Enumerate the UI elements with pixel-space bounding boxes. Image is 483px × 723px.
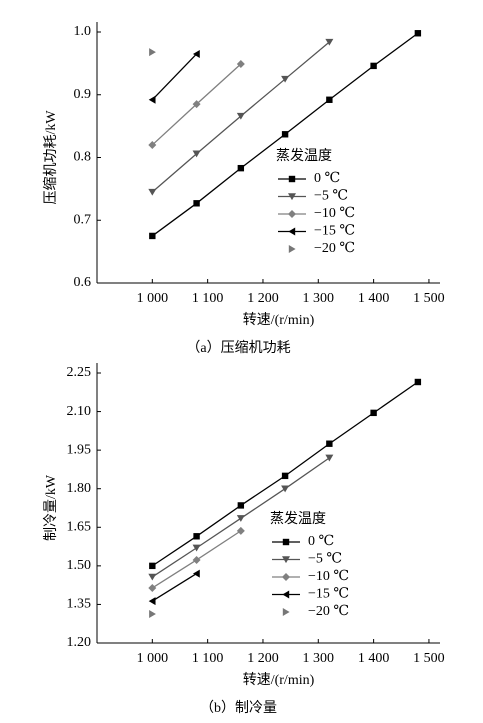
data-point <box>149 609 156 618</box>
legend-marker <box>288 227 296 236</box>
x-tick-label: 1 500 <box>413 651 445 666</box>
legend-label: −20 ℃ <box>308 604 349 619</box>
data-point <box>148 597 156 606</box>
legend-marker <box>282 608 290 616</box>
y-axis-label: 制冷量/kW <box>43 474 59 541</box>
x-tick-label: 1 200 <box>247 651 279 666</box>
data-point <box>192 49 200 58</box>
data-point <box>236 515 245 522</box>
x-axis-label: 转速/(r/min) <box>243 312 315 328</box>
data-point <box>192 544 201 552</box>
caption: （b）制冷量 <box>200 700 277 716</box>
y-tick-label: 1.35 <box>67 597 92 612</box>
y-tick-label: 1.20 <box>67 635 92 650</box>
y-tick-label: 0.7 <box>74 212 92 227</box>
legend-label: −10 ℃ <box>314 206 355 221</box>
legend-label: −15 ℃ <box>314 224 355 239</box>
y-tick-label: 1.65 <box>67 520 92 535</box>
data-point <box>236 526 245 535</box>
data-point <box>236 60 245 69</box>
x-tick-label: 1 300 <box>303 651 335 666</box>
y-tick-label: 0.6 <box>74 275 92 290</box>
data-point <box>237 164 245 172</box>
y-tick-label: 1.80 <box>67 481 92 496</box>
data-point <box>192 150 201 158</box>
data-point <box>325 38 334 46</box>
legend-label: −5 ℃ <box>314 189 348 204</box>
data-point <box>237 502 245 509</box>
data-point <box>370 409 377 417</box>
legend-marker <box>282 590 290 599</box>
data-point <box>149 232 156 240</box>
data-point <box>370 62 377 70</box>
legend-title: 蒸发温度 <box>270 511 326 527</box>
x-tick-label: 1 500 <box>413 291 445 306</box>
legend-label: 0 ℃ <box>308 534 334 549</box>
x-tick-label: 1 400 <box>358 651 390 666</box>
data-point <box>281 75 290 83</box>
data-point <box>148 188 157 196</box>
legend-label: −5 ℃ <box>308 552 342 567</box>
data-point <box>326 440 333 447</box>
data-point <box>148 95 156 104</box>
legend-label: 0 ℃ <box>314 171 340 186</box>
series-line <box>151 573 197 602</box>
legend-label: −15 ℃ <box>308 587 349 602</box>
data-point <box>281 131 289 138</box>
data-point <box>281 472 289 480</box>
y-tick-label: 2.10 <box>67 404 92 419</box>
x-tick-label: 1 300 <box>303 291 335 306</box>
x-axis-label: 转速/(r/min) <box>243 672 315 688</box>
y-axis-label: 压缩机功耗/kW <box>43 110 59 205</box>
legend-marker <box>282 573 290 581</box>
legend-marker <box>288 245 296 253</box>
x-tick-label: 1 400 <box>358 291 390 306</box>
data-point <box>148 583 157 592</box>
data-point <box>192 569 200 578</box>
y-tick-label: 0.8 <box>74 150 92 165</box>
data-point <box>193 533 200 540</box>
legend-label: −10 ℃ <box>308 569 349 584</box>
caption: （a）压缩机功耗 <box>186 340 290 356</box>
x-tick-label: 1 000 <box>137 651 169 666</box>
data-point <box>325 454 334 462</box>
data-point <box>236 112 245 120</box>
data-point <box>192 100 201 109</box>
data-point <box>148 140 157 149</box>
data-point <box>193 200 200 207</box>
legend-marker <box>288 210 296 218</box>
x-tick-label: 1 100 <box>192 651 224 666</box>
data-point <box>326 96 333 103</box>
data-point <box>148 573 157 581</box>
data-point <box>192 555 201 564</box>
data-point <box>281 485 290 493</box>
data-point <box>414 30 422 37</box>
x-tick-label: 1 100 <box>192 291 224 306</box>
legend-marker <box>288 193 296 201</box>
y-tick-label: 1.0 <box>74 24 92 39</box>
legend-title: 蒸发温度 <box>276 148 332 164</box>
data-point <box>149 562 156 570</box>
legend-marker <box>282 556 290 564</box>
legend-marker <box>282 538 290 546</box>
legend-marker <box>288 175 296 183</box>
y-tick-label: 0.9 <box>74 87 92 102</box>
data-point <box>149 48 156 57</box>
y-tick-label: 2.25 <box>67 365 92 380</box>
y-tick-label: 1.95 <box>67 442 92 457</box>
x-tick-label: 1 200 <box>247 291 279 306</box>
legend-label: −20 ℃ <box>314 241 355 256</box>
x-tick-label: 1 000 <box>137 291 169 306</box>
series-line <box>151 53 198 101</box>
data-point <box>414 378 422 386</box>
y-tick-label: 1.50 <box>67 558 92 573</box>
